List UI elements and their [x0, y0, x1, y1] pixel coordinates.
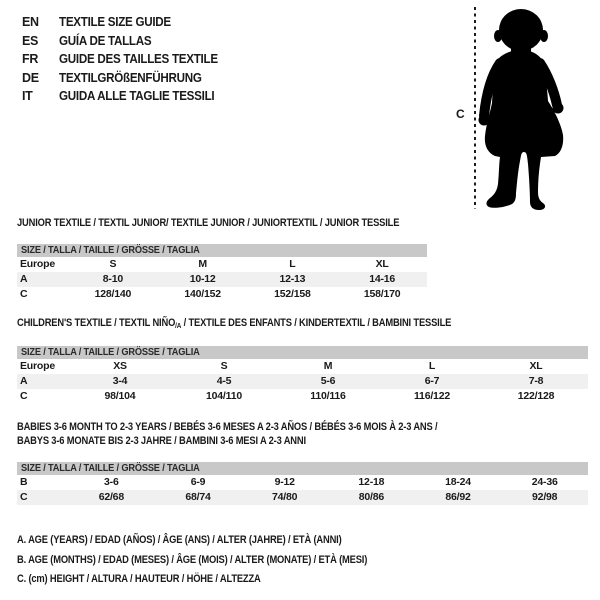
row-label: Europe	[20, 258, 55, 270]
height-measure-label: C	[456, 107, 465, 121]
size-cell: S	[109, 258, 117, 270]
baby-silhouette-icon	[478, 9, 564, 210]
height-dashed-line-icon	[474, 7, 476, 209]
section-title-children: CHILDREN'S TEXTILE / TEXTIL NIÑO/A / TEX…	[17, 317, 452, 330]
age-cell: 5-6	[320, 375, 336, 387]
language-title: GUIDE DES TAILLES TEXTILE	[59, 52, 218, 67]
language-code: IT	[22, 89, 33, 104]
height-cell: 104/110	[206, 390, 242, 402]
age-cell: 12-13	[279, 273, 306, 285]
height-cell: 74/80	[272, 491, 298, 503]
section-title-junior: JUNIOR TEXTILE / TEXTIL JUNIOR/ TEXTILE …	[17, 217, 400, 229]
age-cell: 14-16	[369, 273, 396, 285]
table-row-height: C 128/140 140/152 152/158 158/170	[17, 287, 427, 302]
language-row: IT GUIDA ALLE TAGLIE TESSILI	[22, 87, 230, 106]
size-header-bar: SIZE / TALLA / TAILLE / GRÖSSE / TAGLIA	[17, 462, 588, 475]
language-title: TEXTILGRÖßENFÜHRUNG	[59, 70, 202, 85]
row-label: C	[20, 390, 28, 402]
children-size-table: SIZE / TALLA / TAILLE / GRÖSSE / TAGLIA …	[17, 346, 588, 404]
table-row-age: A 3-4 4-5 5-6 6-7 7-8	[17, 374, 588, 389]
table-row-age: A 8-10 10-12 12-13 14-16	[17, 272, 427, 287]
height-cell: 68/74	[185, 491, 211, 503]
language-row: EN TEXTILE SIZE GUIDE	[22, 13, 230, 32]
size-cell: L	[428, 360, 436, 372]
language-row: FR GUIDE DES TAILLES TEXTILE	[22, 50, 230, 69]
row-label: B	[20, 476, 28, 488]
table-row-europe: Europe XS S M L XL	[17, 359, 588, 374]
note-age-years: A. AGE (YEARS) / EDAD (AÑOS) / ÂGE (ANS)…	[17, 534, 342, 546]
height-cell: 152/158	[274, 288, 311, 300]
height-cell: 62/68	[98, 491, 124, 503]
language-row: DE TEXTILGRÖßENFÜHRUNG	[22, 69, 230, 88]
table-row-age-months: B 3-6 6-9 9-12 12-18 18-24 24-36	[17, 475, 588, 490]
age-cell: 6-9	[190, 476, 206, 488]
language-row: ES GUÍA DE TALLAS	[22, 32, 230, 51]
size-cell: XL	[375, 258, 389, 270]
size-cell: XL	[529, 360, 543, 372]
age-cell: 8-10	[102, 273, 123, 285]
height-cell: 128/140	[94, 288, 132, 300]
subscript-text: /A	[175, 321, 182, 330]
language-legend: EN TEXTILE SIZE GUIDE ES GUÍA DE TALLAS …	[22, 13, 230, 106]
age-cell: 9-12	[274, 476, 295, 488]
table-row-height: C 62/68 68/74 74/80 80/86 86/92 92/98	[17, 490, 588, 505]
age-cell: 4-5	[216, 375, 232, 387]
size-cell: M	[198, 258, 207, 270]
note-height: C. (cm) HEIGHT / ALTURA / HAUTEUR / HÖHE…	[17, 573, 261, 585]
language-code: FR	[22, 52, 39, 67]
height-cell: 92/98	[532, 491, 558, 503]
row-label: Europe	[20, 360, 55, 372]
table-row-height: C 98/104 104/110 110/116 116/122 122/128	[17, 389, 588, 404]
age-cell: 7-8	[528, 375, 544, 387]
age-cell: 3-6	[104, 476, 119, 488]
age-cell: 3-4	[112, 375, 128, 387]
size-cell: S	[220, 360, 228, 372]
language-title: GUIDA ALLE TAGLIE TESSILI	[59, 89, 215, 104]
age-cell: 12-18	[358, 476, 385, 488]
section-title-line2: BABYS 3-6 MONATE BIS 2-3 JAHRE / BAMBINI…	[17, 434, 306, 447]
row-label: C	[20, 288, 28, 300]
age-cell: 18-24	[445, 476, 471, 488]
language-code: EN	[22, 15, 39, 29]
height-cell: 116/122	[414, 390, 450, 402]
table-row-europe: Europe S M L XL	[17, 257, 427, 272]
height-cell: 80/86	[358, 491, 384, 503]
height-cell: 140/152	[184, 288, 221, 300]
note-age-months: B. AGE (MONTHS) / EDAD (MESES) / ÂGE (MO…	[17, 553, 368, 566]
language-code: ES	[22, 33, 39, 48]
size-cell: M	[323, 360, 333, 372]
height-cell: 158/170	[363, 288, 401, 300]
row-label: C	[20, 491, 28, 503]
size-header-bar: SIZE / TALLA / TAILLE / GRÖSSE / TAGLIA	[17, 244, 427, 257]
section-title-babies: BABIES 3-6 MONTH TO 2-3 YEARS / BEBÉS 3-…	[17, 421, 438, 448]
age-cell: 24-36	[531, 476, 558, 488]
language-title: TEXTILE SIZE GUIDE	[59, 15, 171, 29]
height-cell: 98/104	[104, 390, 136, 402]
height-cell: 86/92	[445, 491, 471, 503]
row-label: A	[20, 273, 28, 285]
age-cell: 6-7	[424, 375, 440, 387]
legend-notes: A. AGE (YEARS) / EDAD (AÑOS) / ÂGE (ANS)…	[17, 531, 429, 590]
babies-size-table: SIZE / TALLA / TAILLE / GRÖSSE / TAGLIA …	[17, 462, 588, 505]
age-cell: 10-12	[189, 273, 216, 285]
height-cell: 110/116	[310, 390, 346, 402]
size-cell: XS	[113, 360, 127, 372]
size-header-bar: SIZE / TALLA / TAILLE / GRÖSSE / TAGLIA	[17, 346, 588, 359]
size-cell: L	[289, 258, 296, 270]
height-cell: 122/128	[517, 390, 555, 402]
language-code: DE	[22, 70, 39, 85]
language-title: GUÍA DE TALLAS	[59, 33, 152, 48]
section-title-line1: BABIES 3-6 MONTH TO 2-3 YEARS / BEBÉS 3-…	[17, 421, 438, 433]
junior-size-table: SIZE / TALLA / TAILLE / GRÖSSE / TAGLIA …	[17, 244, 427, 302]
row-label: A	[20, 375, 28, 387]
